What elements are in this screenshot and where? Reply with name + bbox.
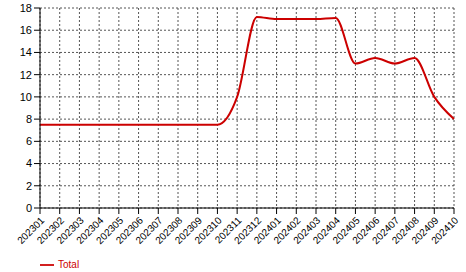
svg-text:18: 18 (20, 2, 32, 14)
svg-text:202408: 202408 (389, 214, 421, 246)
svg-text:202312: 202312 (231, 214, 264, 246)
svg-text:202406: 202406 (350, 214, 382, 246)
svg-text:202410: 202410 (429, 214, 458, 246)
svg-text:202311: 202311 (212, 214, 244, 246)
svg-text:202309: 202309 (172, 214, 205, 246)
svg-text:8: 8 (26, 113, 32, 125)
svg-text:202302: 202302 (34, 214, 67, 246)
svg-text:10: 10 (20, 91, 32, 103)
svg-text:202304: 202304 (74, 214, 106, 246)
svg-text:6: 6 (26, 135, 32, 147)
svg-text:202403: 202403 (291, 214, 323, 246)
svg-text:202405: 202405 (330, 214, 362, 246)
svg-text:0: 0 (26, 202, 32, 214)
svg-text:202401: 202401 (251, 214, 283, 246)
svg-text:202404: 202404 (310, 214, 343, 246)
svg-text:12: 12 (20, 69, 32, 81)
svg-text:202402: 202402 (271, 214, 303, 246)
svg-text:202301: 202301 (15, 214, 47, 246)
svg-text:14: 14 (20, 46, 32, 58)
svg-text:202307: 202307 (133, 214, 165, 246)
svg-text:202407: 202407 (369, 214, 402, 246)
svg-text:202306: 202306 (113, 214, 145, 246)
svg-text:202303: 202303 (54, 214, 86, 246)
svg-text:16: 16 (20, 24, 32, 36)
svg-text:2: 2 (26, 180, 32, 192)
html-text:Total: Total (58, 258, 80, 270)
svg-text:202409: 202409 (409, 214, 441, 246)
svg-text:4: 4 (26, 157, 32, 169)
svg-text:202310: 202310 (192, 214, 224, 246)
svg-text:202308: 202308 (153, 214, 185, 246)
svg-text:202305: 202305 (93, 214, 126, 246)
